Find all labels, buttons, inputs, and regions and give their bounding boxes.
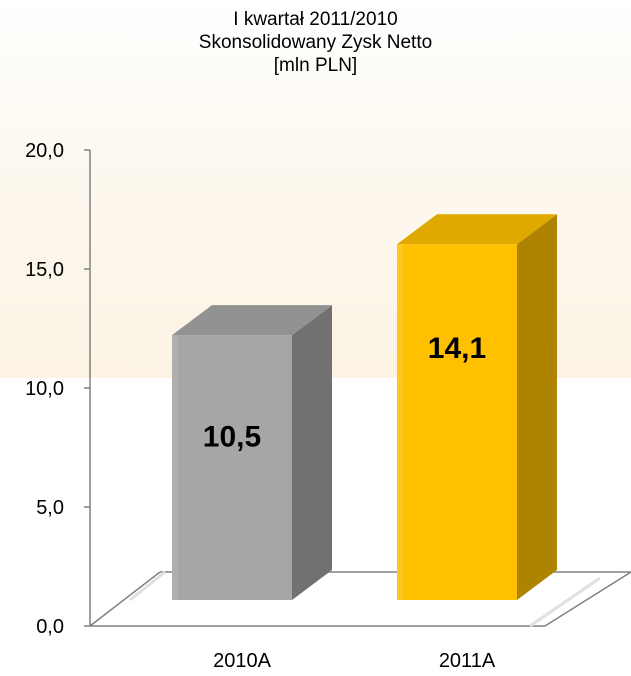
- chart-unit: [mln PLN]: [273, 55, 358, 76]
- floor-shadow-left: [129, 570, 166, 602]
- y-tick-label: 0,0: [36, 616, 64, 638]
- bar-front: [397, 244, 517, 600]
- bar-highlight: [397, 244, 403, 600]
- bar-top: [397, 214, 557, 245]
- x-category-label: 2011A: [439, 650, 496, 672]
- chart-subtitle: Skonsolidowany Zysk Netto: [198, 32, 433, 53]
- y-tick-label: 5,0: [36, 497, 64, 519]
- bar-highlight: [172, 335, 178, 600]
- floor-outline: [89, 571, 631, 627]
- bar-top: [172, 305, 332, 336]
- chart-title-block: I kwartał 2011/2010 Skonsolidowany Zysk …: [0, 8, 631, 77]
- bar-front: [172, 335, 292, 600]
- x-category-label: 2010A: [213, 650, 271, 672]
- bar-2010A: [172, 305, 332, 600]
- bar-side: [517, 214, 557, 600]
- bar-2011A: [397, 214, 557, 600]
- chart-title: I kwartał 2011/2010: [233, 9, 398, 30]
- y-tick-label: 15,0: [25, 259, 64, 281]
- y-tick-label: 20,0: [25, 140, 64, 162]
- bar-value-label: 10,5: [203, 420, 261, 453]
- bar-value-label: 14,1: [428, 332, 486, 365]
- floor-shadow-right: [529, 576, 601, 628]
- chart-floor: [90, 572, 631, 626]
- bar-side: [292, 305, 332, 600]
- y-tick-label: 10,0: [25, 378, 64, 400]
